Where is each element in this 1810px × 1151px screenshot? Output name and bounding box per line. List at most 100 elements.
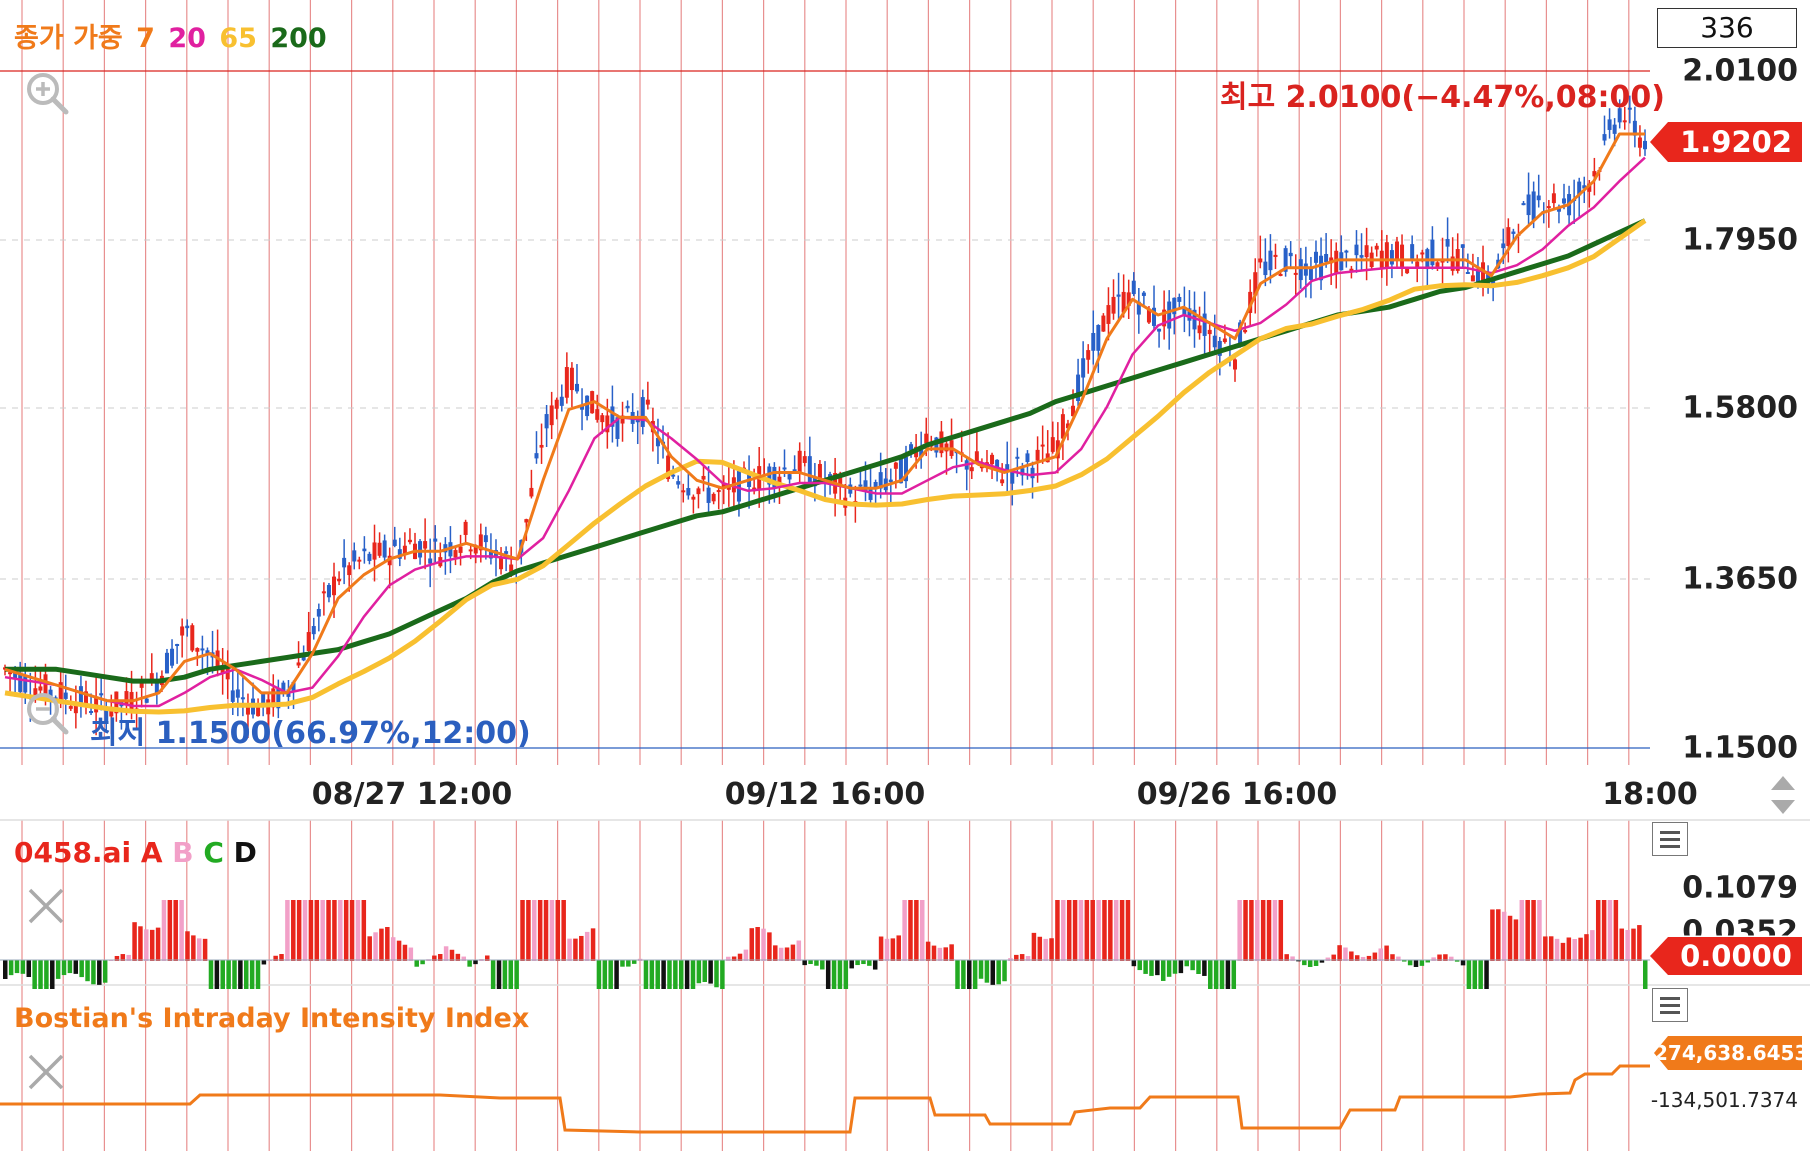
zoom-out-icon[interactable] [22, 688, 72, 738]
indicator1-bar [584, 931, 590, 961]
candle-body [499, 556, 504, 570]
indicator1-bar [1307, 960, 1313, 967]
candle-body [1217, 340, 1222, 356]
candle-body [1536, 195, 1541, 201]
indicator1-bar [1507, 915, 1513, 961]
indicator1-bar [825, 960, 831, 989]
candle-body [185, 625, 190, 629]
candle-body [706, 487, 711, 503]
indicator1-bar [1219, 960, 1225, 989]
candle-body [458, 546, 463, 553]
indicator1-bar [1037, 936, 1043, 961]
indicator1-bar [390, 937, 396, 961]
indicator1-bar [1125, 900, 1131, 961]
low-annotation: 최저 1.1500(66.97%,12:00) [90, 716, 531, 751]
indicator1-bar [1302, 960, 1307, 966]
indicator1-bar [367, 936, 372, 961]
indicator1-bar [796, 940, 802, 961]
candle-body [478, 534, 483, 551]
candle-body [78, 686, 83, 706]
indicator1-bar [1137, 960, 1142, 971]
candle-body [1637, 137, 1642, 148]
scroll-arrows-icon[interactable] [1768, 772, 1798, 818]
candle-body [569, 367, 574, 391]
indicator1-bar [690, 960, 696, 989]
price-tick-4: 1.1500 [1682, 730, 1798, 766]
candle-body [256, 705, 261, 717]
indicator1-bar [55, 960, 61, 979]
candle-body [1015, 456, 1020, 459]
indicator1-bar [931, 945, 937, 961]
candle-body [1121, 291, 1126, 313]
counter-box[interactable]: 336 [1657, 8, 1797, 48]
candle-body [1116, 294, 1121, 297]
close-icon[interactable] [26, 1052, 66, 1092]
indicator1-bar [1278, 900, 1284, 961]
candle-body [311, 626, 316, 635]
candle-body [539, 444, 544, 448]
indicator1-bar [778, 947, 784, 961]
indicator1-bar [1519, 900, 1525, 961]
candle-body [1445, 239, 1450, 247]
indicator1-bar [843, 960, 849, 989]
indicator1-bar [355, 900, 361, 961]
zoom-in-icon[interactable] [22, 68, 72, 118]
indicator1-bar [326, 900, 331, 961]
candle-body [99, 693, 104, 696]
indicator1-bar [138, 926, 143, 961]
candle-body [271, 688, 276, 708]
candle-body [691, 496, 696, 500]
indicator1-bar [50, 960, 55, 989]
indicator1-bar [1208, 960, 1213, 989]
candle-body [903, 456, 908, 482]
candle-body [38, 686, 43, 691]
indicator1-bar [1372, 952, 1378, 961]
indicator1-line-d: D [233, 836, 257, 869]
indicator1-bar [44, 960, 49, 989]
indicator1-menu-button[interactable] [1652, 822, 1688, 856]
indicator1-bar [73, 960, 79, 974]
candle-body [488, 551, 493, 559]
candle-body [625, 405, 630, 409]
indicator1-bar [467, 960, 472, 967]
indicator1-bar [396, 940, 402, 961]
indicator1-bar [720, 960, 725, 989]
indicator1-bar [972, 960, 978, 989]
candle-body [1187, 308, 1192, 321]
indicator1-bar [1472, 960, 1478, 989]
close-icon[interactable] [26, 886, 66, 926]
candle-body [524, 519, 529, 523]
candle-body [245, 704, 250, 715]
indicator1-bar [532, 900, 537, 961]
indicator1-bar [1390, 954, 1395, 961]
indicator1-bar [502, 960, 508, 989]
candle-body [1359, 255, 1364, 258]
indicator1-bar [1437, 954, 1442, 961]
candle-body [1207, 329, 1212, 335]
indicator1-bar [85, 960, 90, 982]
indicator2-menu-button[interactable] [1652, 988, 1688, 1022]
indicator1-bar [114, 955, 120, 961]
indicator1-bar [767, 932, 772, 961]
candle-body [1131, 280, 1136, 295]
indicator1-bar [714, 960, 719, 988]
candle-body [544, 414, 549, 429]
candle-body [1308, 268, 1313, 280]
candle-body [863, 480, 868, 492]
candle-body [828, 474, 833, 478]
candle-body [281, 682, 286, 693]
indicator1-bar [14, 960, 20, 974]
candle-body [1263, 261, 1268, 276]
candle-body [1491, 279, 1496, 286]
indicator1-bar [1578, 937, 1583, 961]
indicator1-bar [761, 928, 766, 961]
candle-body [1157, 328, 1162, 332]
indicator1-bar [1196, 960, 1201, 974]
indicator1-bar [1172, 960, 1178, 974]
indicator1-bar [1478, 960, 1483, 989]
indicator1-bar [155, 927, 161, 961]
indicator1-bar [667, 960, 672, 989]
candle-body [782, 467, 787, 470]
candle-body [1511, 231, 1516, 234]
